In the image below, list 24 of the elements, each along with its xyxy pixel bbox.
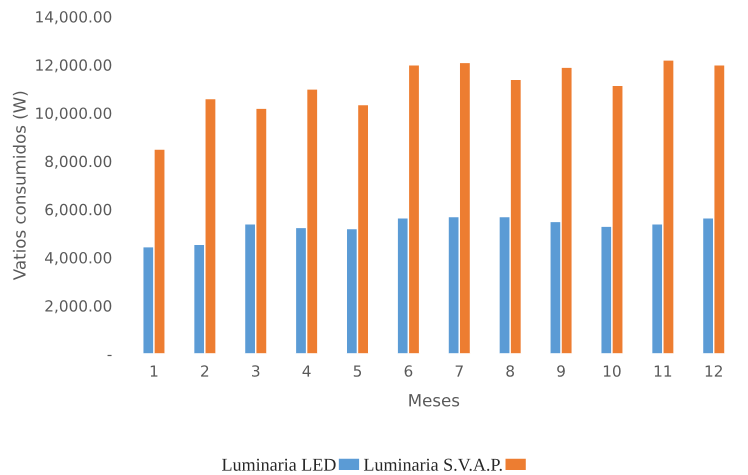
x-tick-label: 11 [654, 365, 672, 377]
legend-label: Luminaria LED [222, 458, 336, 471]
y-tick-label: - [108, 354, 112, 356]
y-tick-label: 10,000.00 [36, 107, 112, 121]
x-tick-label: 9 [557, 365, 565, 377]
x-tick-label: 2 [201, 365, 208, 377]
y-tick-label: 8,000.00 [45, 156, 112, 169]
x-tick-label: 10 [604, 365, 621, 377]
x-tick-label: 12 [706, 365, 722, 377]
y-axis-title: Vatios consumidos (W) [12, 92, 28, 280]
y-tick-label: 6,000.00 [45, 204, 112, 217]
y-tick-label: 4,000.00 [45, 252, 112, 266]
x-tick-label: 3 [252, 365, 260, 377]
y-tick-label: 2,000.00 [45, 300, 112, 314]
y-tick-label: 12,000.00 [36, 59, 112, 72]
x-tick-label: 5 [354, 365, 362, 377]
x-tick-label: 1 [150, 365, 158, 377]
x-tick-label: 4 [302, 365, 311, 377]
x-tick-label: 6 [404, 365, 412, 377]
y-tick-label: 14,000.00 [36, 11, 112, 24]
legend-label: Luminaria S.V.A.P. [364, 458, 502, 471]
x-tick-label: 8 [506, 365, 514, 377]
x-axis-title: Meses [409, 394, 460, 407]
x-tick-label: 7 [456, 365, 463, 377]
